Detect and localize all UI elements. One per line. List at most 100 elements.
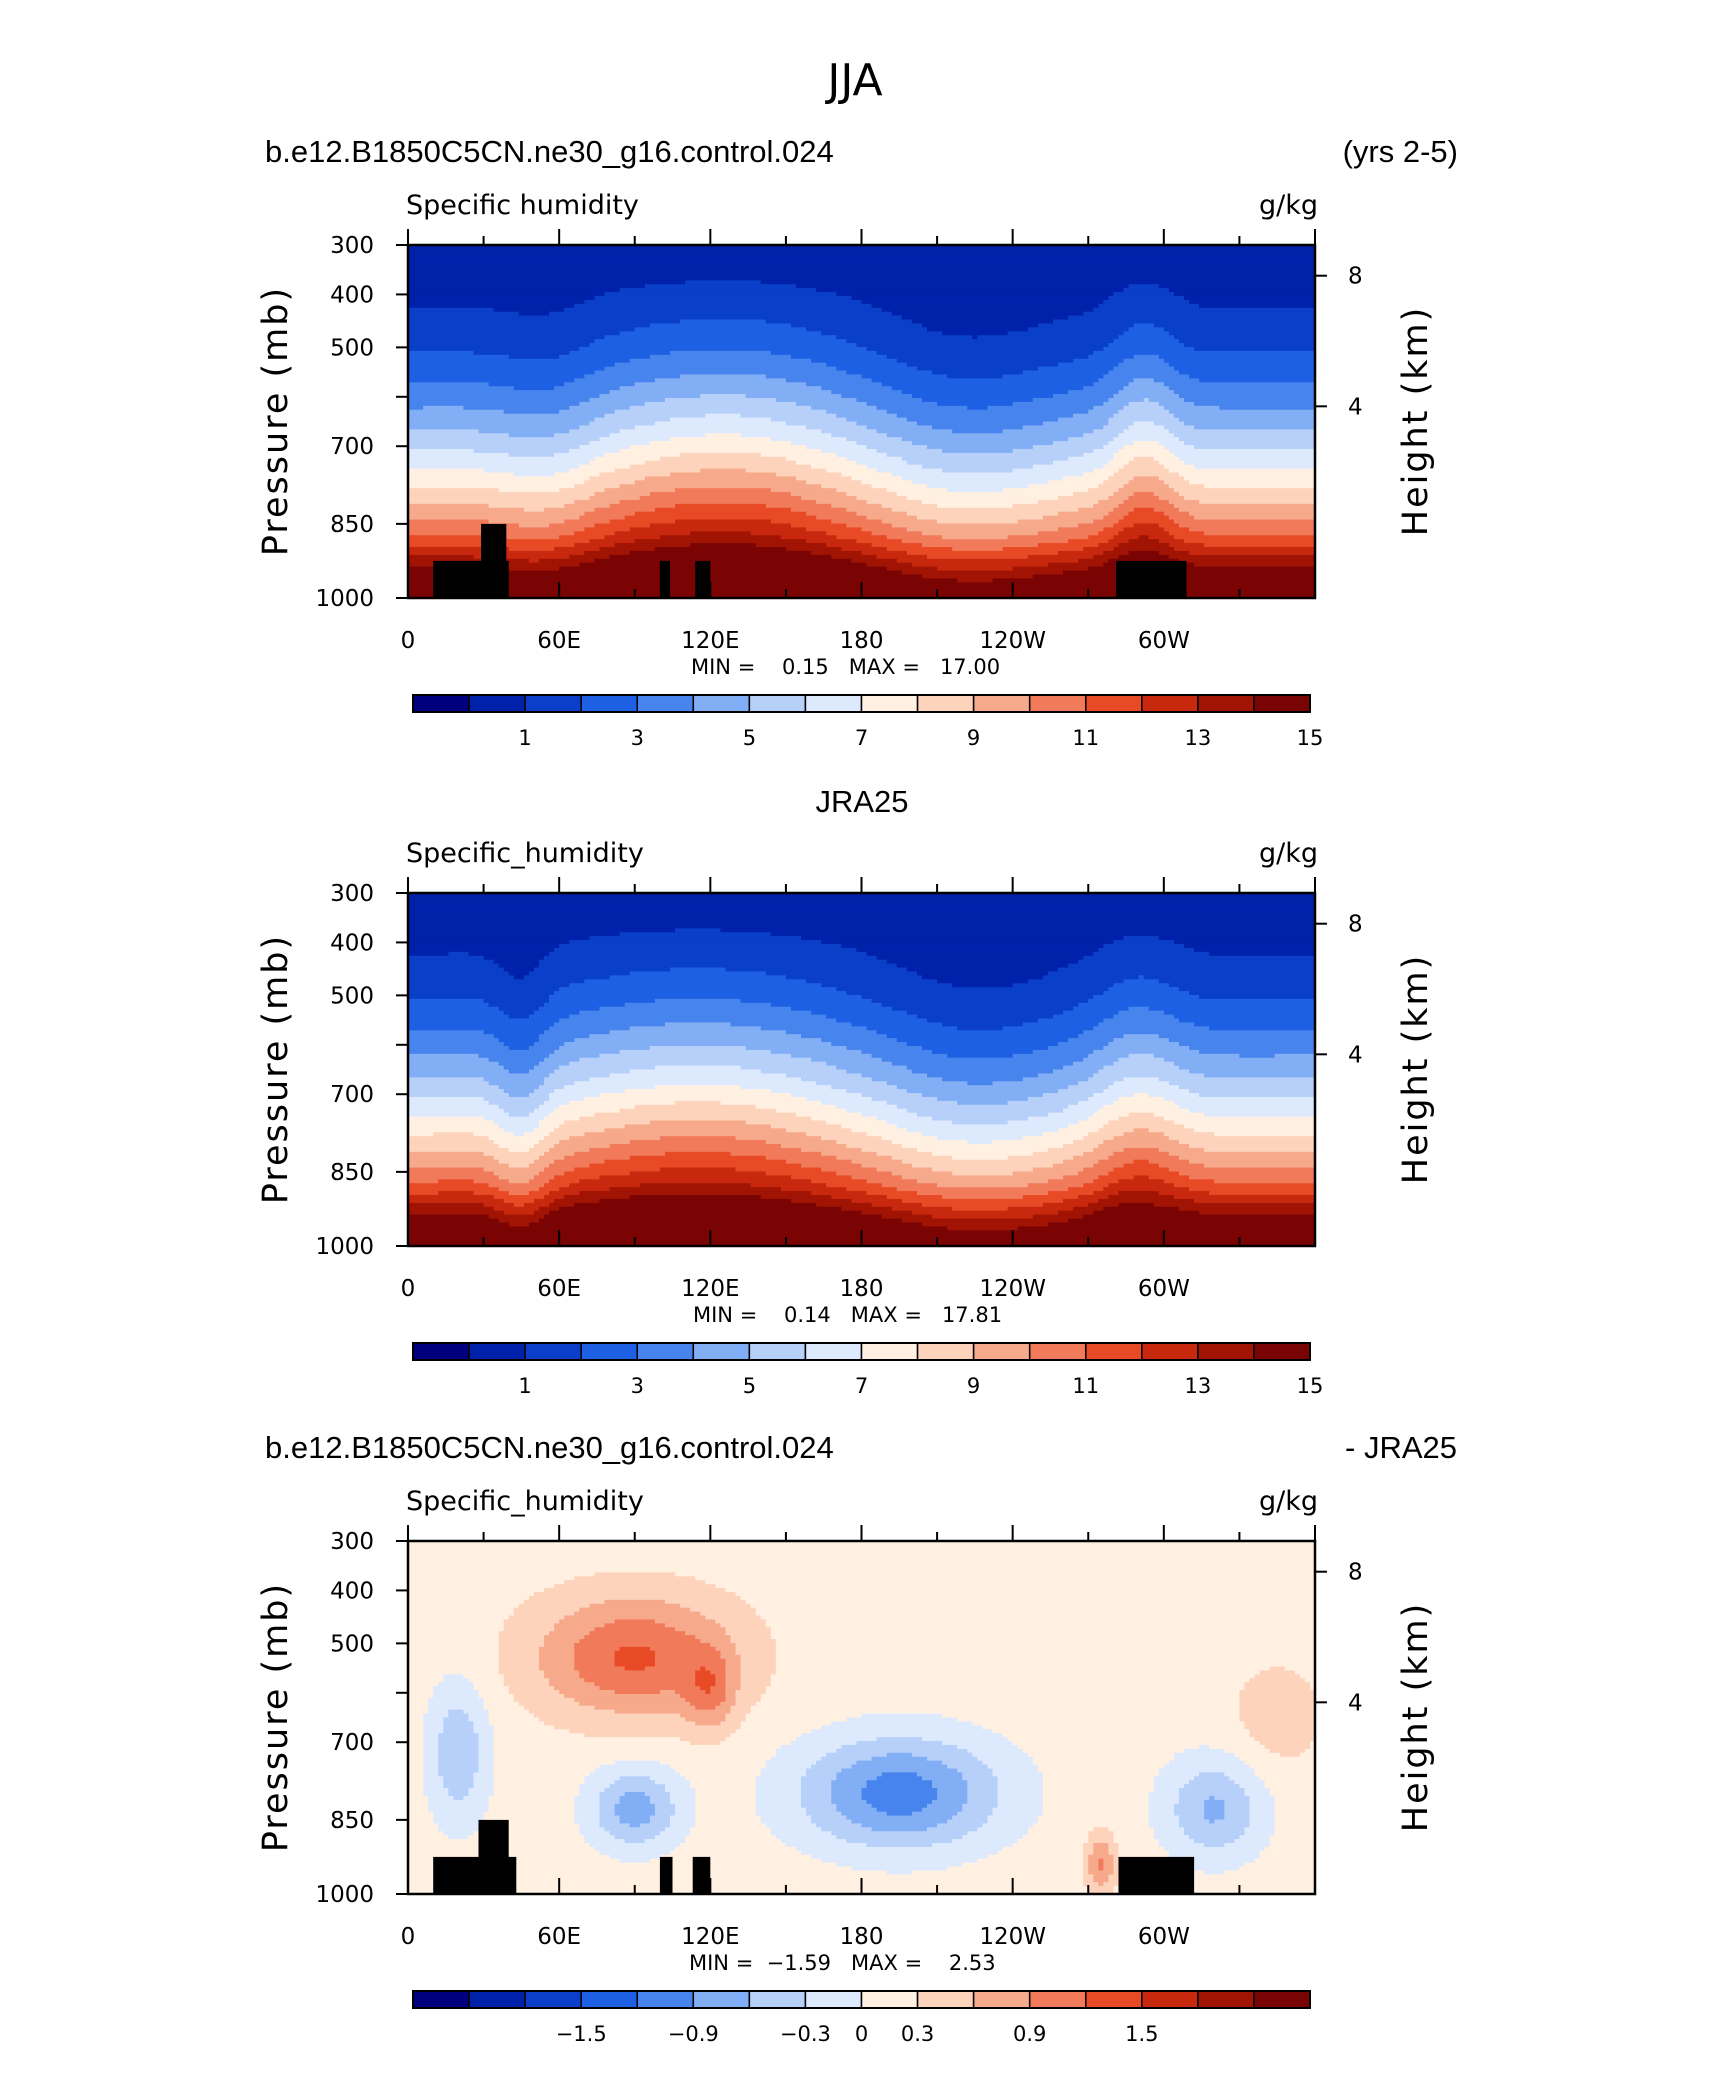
heatmap-cell — [408, 979, 585, 984]
heatmap-cell — [408, 971, 510, 976]
heatmap-cell — [1153, 1835, 1190, 1840]
heatmap-cell — [866, 1026, 958, 1031]
heatmap-cell — [1058, 1089, 1104, 1094]
heatmap-cell — [659, 1136, 737, 1141]
colorbar-label: 15 — [1297, 1374, 1324, 1398]
heatmap-cell — [795, 401, 868, 407]
heatmap-cell — [1012, 983, 1115, 988]
heatmap-cell — [1163, 527, 1190, 532]
heatmap-cell — [675, 1846, 797, 1852]
heatmap-cell — [851, 1022, 943, 1027]
heatmap-cell — [528, 1147, 550, 1153]
heatmap-cell — [513, 1693, 565, 1699]
heatmap-cell — [574, 1081, 817, 1086]
heatmap-cell — [1244, 1725, 1315, 1730]
heatmap-cell — [1204, 1147, 1315, 1153]
heatmap-cell — [725, 1662, 742, 1668]
heatmap-cell — [695, 1807, 757, 1813]
heatmap-cell — [408, 1045, 510, 1051]
heatmap-cell — [508, 1163, 530, 1169]
heatmap-cell — [408, 904, 1315, 910]
colorbar-box — [636, 694, 695, 713]
heatmap-cell — [901, 539, 1069, 544]
heatmap-cell — [1123, 515, 1170, 521]
heatmap-cell — [831, 1085, 898, 1090]
heatmap-cell — [861, 1147, 918, 1153]
heatmap-cell — [549, 1147, 590, 1153]
heatmap-cell — [584, 374, 681, 379]
heatmap-cell — [1047, 1222, 1315, 1227]
heatmap-cell — [1093, 382, 1130, 387]
heatmap-cell — [906, 1128, 1059, 1133]
heatmap-cell — [821, 1038, 898, 1043]
heatmap-cell — [896, 1124, 1069, 1129]
heatmap-cell — [604, 488, 676, 493]
heatmap-cell — [695, 1815, 762, 1821]
heatmap-cell — [594, 1846, 676, 1852]
heatmap-cell — [992, 1081, 1079, 1086]
heatmap-cell — [408, 924, 1315, 929]
heatmap-cell — [549, 1053, 601, 1059]
heatmap-cell — [408, 1717, 424, 1723]
heatmap-cell — [1088, 535, 1115, 540]
heatmap-cell — [841, 1768, 958, 1774]
heatmap-cell — [1173, 366, 1315, 372]
heatmap-cell — [1113, 1038, 1170, 1043]
heatmap-cell — [569, 429, 621, 434]
heatmap-cell — [886, 1870, 913, 1875]
heatmap-cell — [735, 1701, 757, 1707]
heatmap-cell — [1068, 456, 1115, 462]
heatmap-cell — [1274, 1807, 1315, 1813]
panel-diff-variable: Specific_humidity — [406, 1486, 644, 1517]
heatmap-cell — [775, 397, 858, 403]
heatmap-cell — [1249, 1819, 1276, 1824]
heatmap-cell — [493, 1195, 545, 1200]
heatmap-cell — [740, 1678, 772, 1683]
heatmap-cell — [1158, 441, 1185, 446]
heatmap-cell — [609, 1030, 787, 1035]
heatmap-cell — [483, 468, 570, 474]
heatmap-cell — [423, 1729, 444, 1734]
heatmap-cell — [1108, 476, 1135, 481]
heatmap-cell — [1168, 1038, 1315, 1043]
heatmap-cell — [498, 1631, 550, 1636]
heatmap-cell — [1209, 1191, 1315, 1196]
heatmap-cell — [886, 1120, 953, 1126]
heatmap-cell — [1234, 1752, 1281, 1758]
heatmap-cell — [649, 1776, 686, 1781]
heatmap-cell — [1148, 1795, 1180, 1801]
heatmap-cell — [670, 1819, 696, 1824]
heatmap-cell — [408, 1713, 424, 1719]
heatmap-cell — [967, 1784, 999, 1789]
heatmap-cell — [695, 1795, 757, 1801]
heatmap-cell — [695, 1819, 762, 1824]
heatmap-cell — [1007, 535, 1089, 540]
colorbar-box — [804, 1342, 863, 1361]
heatmap-cell — [1073, 1206, 1104, 1212]
heatmap-cell — [952, 983, 1014, 988]
heatmap-cell — [554, 991, 847, 996]
heatmap-cell — [1173, 413, 1315, 419]
heatmap-cell — [1042, 1788, 1155, 1793]
heatmap-cell — [1153, 1202, 1315, 1208]
heatmap-cell — [408, 248, 1315, 254]
heatmap-cell — [408, 570, 903, 576]
heatmap-cell — [1083, 1850, 1094, 1856]
heatmap-cell — [609, 390, 832, 395]
heatmap-cell — [1239, 1705, 1315, 1711]
heatmap-cell — [574, 531, 616, 536]
heatmap-cell — [1083, 433, 1120, 438]
heatmap-cell — [408, 1650, 500, 1656]
topography-mask — [692, 1856, 711, 1894]
heatmap-cell — [1158, 523, 1180, 528]
heatmap-cell — [1254, 1768, 1315, 1774]
heatmap-cell — [408, 1108, 505, 1114]
heatmap-cell — [473, 554, 570, 560]
heatmap-cell — [1068, 390, 1120, 395]
heatmap-cell — [801, 1147, 863, 1153]
heatmap-cell — [614, 1780, 656, 1785]
heatmap-cell — [1123, 979, 1160, 984]
heatmap-cell — [498, 1658, 540, 1664]
heatmap-cell — [730, 1639, 777, 1644]
heatmap-cell — [544, 1151, 575, 1157]
